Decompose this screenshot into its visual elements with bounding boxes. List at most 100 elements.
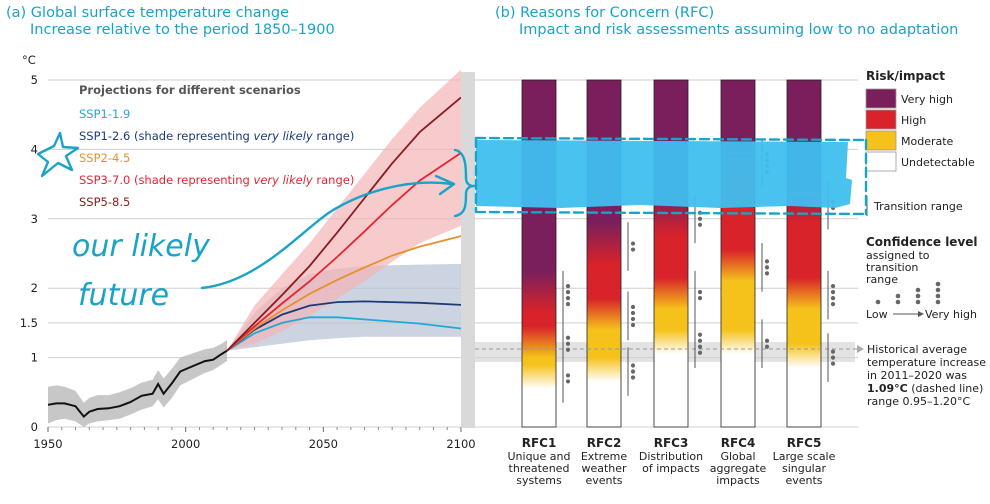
- series-line: [226, 152, 462, 352]
- x-tick-labels: 1950 2000 2050 2100: [33, 427, 476, 451]
- rfc-label: RFC4: [721, 436, 756, 450]
- confidence-dot: [830, 284, 836, 289]
- panel-divider: [461, 72, 475, 428]
- confidence-dot: [697, 290, 703, 295]
- confidence-dot: [697, 296, 703, 301]
- rfc-label: RFC2: [587, 436, 622, 450]
- confidence-scale-dot: [895, 299, 901, 305]
- confidence-dot: [697, 344, 703, 349]
- legend-entry-note: (shade representing: [130, 173, 253, 187]
- rfc-label: RFC1: [522, 436, 557, 450]
- confidence-low-label: Low: [866, 308, 888, 321]
- rfc-description: threatened: [509, 462, 570, 475]
- historical-note-2: temperature increase: [867, 356, 986, 369]
- historical-dashed-note: (dashed line): [908, 382, 984, 395]
- series-line: [226, 235, 462, 352]
- y-tick-label: 1: [31, 351, 38, 365]
- rfc-description: aggregate: [710, 462, 767, 475]
- legend-entry-label: SSP1-1.9: [79, 107, 130, 121]
- rfc-description: impacts: [716, 474, 760, 487]
- legend-entry-note-emphasis: very likely: [254, 129, 313, 143]
- rfc-description: Extreme: [581, 450, 628, 463]
- confidence-dot: [764, 271, 770, 276]
- historical-value: 1.09°C: [867, 382, 908, 395]
- historical-note-4: 1.09°C (dashed line): [867, 382, 983, 395]
- x-tick-label: 2100: [446, 437, 475, 451]
- rfc-label: RFC3: [654, 436, 689, 450]
- confidence-dot: [830, 361, 836, 366]
- confidence-dot: [630, 316, 636, 322]
- legend-entry-note-end: range): [313, 173, 355, 187]
- panel-b-title: (b) Reasons for Concern (RFC): [495, 5, 714, 21]
- confidence-dot: [830, 355, 836, 360]
- confidence-arrowhead: [918, 311, 924, 317]
- risk-level-swatch: [865, 109, 897, 130]
- rfc-bar: [586, 79, 622, 428]
- panel-a-chart: °C 0 1 1.5 2 3 4 5 1950 2000 2050 2100: [20, 53, 476, 451]
- highlight-band: [476, 140, 852, 208]
- legend-entry: SSP1-1.9: [79, 107, 130, 121]
- confidence-dot-scale: [875, 281, 941, 305]
- star-doodle-icon: [36, 131, 80, 178]
- x-tick-label: 1950: [33, 437, 62, 451]
- rfc-bar: [720, 79, 756, 428]
- confidence-scale-dot: [875, 299, 881, 305]
- y-tick-label: 1.5: [20, 316, 38, 330]
- risk-level-label: Moderate: [901, 135, 954, 148]
- rfc-label: RFC5: [787, 436, 822, 450]
- legend-entry-label: SSP2-4.5: [79, 151, 130, 165]
- risk-level-label: High: [901, 114, 926, 127]
- annotation-brace: [453, 148, 476, 218]
- legend-entry-label: SSP5-8.5: [79, 195, 130, 209]
- confidence-sub-3: range: [866, 273, 898, 286]
- risk-level-swatch: [865, 151, 897, 172]
- confidence-scale-dot: [935, 299, 941, 305]
- annotation-line-2: future: [78, 278, 169, 313]
- rfc-description: Global: [720, 450, 755, 463]
- historical-note-3: in 2011–2020 was: [867, 369, 967, 382]
- confidence-dot: [764, 338, 770, 343]
- historical-line: [47, 349, 228, 419]
- panel-b-subtitle: Impact and risk assessments assuming low…: [519, 22, 958, 38]
- confidence-scale-dot: [935, 287, 941, 293]
- confidence-dot: [565, 341, 571, 346]
- transition-range-label: Transition range: [873, 200, 963, 213]
- historical-pointer-icon: [857, 345, 864, 353]
- rfc-description: Unique and: [508, 450, 571, 463]
- y-unit-label: °C: [22, 53, 36, 67]
- rfc-bars: [521, 79, 822, 428]
- confidence-dot: [697, 338, 703, 343]
- rfc-description: events: [785, 474, 822, 487]
- y-tick-labels: 0 1 1.5 2 3 4 5: [20, 73, 38, 434]
- confidence-sub-1: assigned to: [866, 249, 930, 262]
- rfc-bar: [521, 79, 557, 428]
- historical-note-1: Historical average: [867, 343, 967, 356]
- confidence-dot: [764, 265, 770, 270]
- confidence-dot: [764, 259, 770, 264]
- rfc-description: Distribution: [639, 450, 703, 463]
- legend-entry-note: (shade representing: [130, 129, 253, 143]
- y-tick-label: 5: [31, 73, 38, 87]
- legend-entry-label: SSP1-2.6: [79, 129, 130, 143]
- x-tick-label: 2050: [309, 437, 338, 451]
- legend-heading: Projections for different scenarios: [79, 83, 301, 97]
- risk-key-heading: Risk/impact: [866, 69, 945, 83]
- legend-entry-label: SSP3-7.0: [79, 173, 130, 187]
- confidence-dot: [830, 349, 836, 354]
- confidence-dot: [764, 344, 770, 349]
- y-tick-label: 4: [31, 142, 38, 156]
- confidence-dot: [565, 335, 571, 340]
- rfc-description: Large scale: [773, 450, 836, 463]
- confidence-dot: [697, 350, 703, 355]
- confidence-dot: [630, 363, 636, 368]
- annotation-line-1: our likely: [72, 229, 211, 264]
- risk-level-label: Undetectable: [901, 156, 975, 169]
- panel-a-subtitle: Increase relative to the period 1850–190…: [30, 22, 335, 38]
- risk-level-swatch: [865, 130, 897, 151]
- x-tick-label: 2000: [171, 437, 200, 451]
- legend-entry-note-emphasis: very likely: [254, 173, 313, 187]
- rfc-description: weather: [581, 462, 627, 475]
